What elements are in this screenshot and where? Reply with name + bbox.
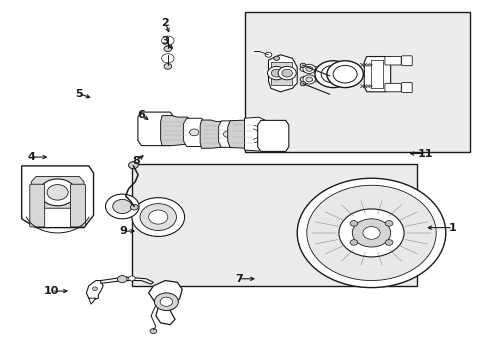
Polygon shape xyxy=(21,166,93,228)
Circle shape xyxy=(351,219,390,247)
Polygon shape xyxy=(244,117,269,151)
Circle shape xyxy=(128,276,135,281)
Circle shape xyxy=(385,240,392,245)
Circle shape xyxy=(148,210,167,224)
Polygon shape xyxy=(270,62,292,85)
Circle shape xyxy=(281,69,292,77)
Circle shape xyxy=(105,194,139,219)
Circle shape xyxy=(161,36,174,45)
Polygon shape xyxy=(86,280,103,300)
Text: 4: 4 xyxy=(27,152,35,162)
Circle shape xyxy=(264,52,271,57)
Polygon shape xyxy=(148,280,182,325)
Circle shape xyxy=(321,66,345,83)
Circle shape xyxy=(130,204,138,210)
Circle shape xyxy=(326,61,363,87)
Circle shape xyxy=(160,297,172,306)
Circle shape xyxy=(92,287,97,291)
Ellipse shape xyxy=(300,66,313,72)
Circle shape xyxy=(223,131,232,137)
Circle shape xyxy=(385,221,392,226)
Circle shape xyxy=(300,82,305,86)
Text: 5: 5 xyxy=(75,89,83,99)
Polygon shape xyxy=(160,116,189,145)
Polygon shape xyxy=(89,298,96,304)
FancyBboxPatch shape xyxy=(70,184,85,227)
FancyBboxPatch shape xyxy=(384,57,400,65)
Ellipse shape xyxy=(312,77,320,82)
Text: 6: 6 xyxy=(137,110,145,120)
Circle shape xyxy=(40,179,76,206)
Circle shape xyxy=(332,66,356,83)
Text: 1: 1 xyxy=(448,222,456,233)
FancyBboxPatch shape xyxy=(401,56,411,66)
Circle shape xyxy=(47,185,68,200)
Circle shape xyxy=(112,199,132,213)
Text: 9: 9 xyxy=(120,226,127,236)
Circle shape xyxy=(154,293,178,311)
Circle shape xyxy=(297,178,445,288)
FancyBboxPatch shape xyxy=(401,83,411,93)
Text: 2: 2 xyxy=(161,18,169,28)
Circle shape xyxy=(303,75,315,84)
Polygon shape xyxy=(257,120,288,152)
Polygon shape xyxy=(218,121,236,147)
Circle shape xyxy=(362,226,379,239)
Polygon shape xyxy=(364,57,390,92)
Bar xyxy=(245,13,469,152)
Circle shape xyxy=(305,77,312,82)
Bar xyxy=(132,164,416,286)
Circle shape xyxy=(271,69,281,77)
Polygon shape xyxy=(101,277,153,284)
Text: 7: 7 xyxy=(234,274,242,284)
Ellipse shape xyxy=(312,66,320,71)
Circle shape xyxy=(150,329,157,333)
Text: 8: 8 xyxy=(133,156,140,166)
Circle shape xyxy=(117,276,127,283)
FancyBboxPatch shape xyxy=(384,83,400,92)
Circle shape xyxy=(349,221,357,226)
Circle shape xyxy=(161,54,174,63)
Polygon shape xyxy=(200,120,226,148)
Polygon shape xyxy=(138,112,173,145)
Polygon shape xyxy=(183,118,204,147)
Circle shape xyxy=(163,46,171,51)
Polygon shape xyxy=(268,55,297,92)
Circle shape xyxy=(338,209,403,257)
Circle shape xyxy=(300,63,305,67)
Circle shape xyxy=(349,240,357,245)
Circle shape xyxy=(140,204,176,230)
Text: 11: 11 xyxy=(417,149,432,158)
Circle shape xyxy=(273,56,279,60)
Circle shape xyxy=(267,66,285,80)
Circle shape xyxy=(314,61,351,87)
Circle shape xyxy=(128,162,138,169)
Polygon shape xyxy=(31,176,84,208)
Polygon shape xyxy=(227,120,256,148)
Circle shape xyxy=(163,64,171,69)
Text: 10: 10 xyxy=(44,286,60,296)
Circle shape xyxy=(306,185,435,280)
Ellipse shape xyxy=(300,76,313,83)
Circle shape xyxy=(278,66,296,80)
Circle shape xyxy=(303,64,315,73)
FancyBboxPatch shape xyxy=(30,184,44,227)
Circle shape xyxy=(189,129,199,136)
Text: 3: 3 xyxy=(162,36,169,46)
Circle shape xyxy=(305,66,312,71)
Circle shape xyxy=(132,198,184,237)
